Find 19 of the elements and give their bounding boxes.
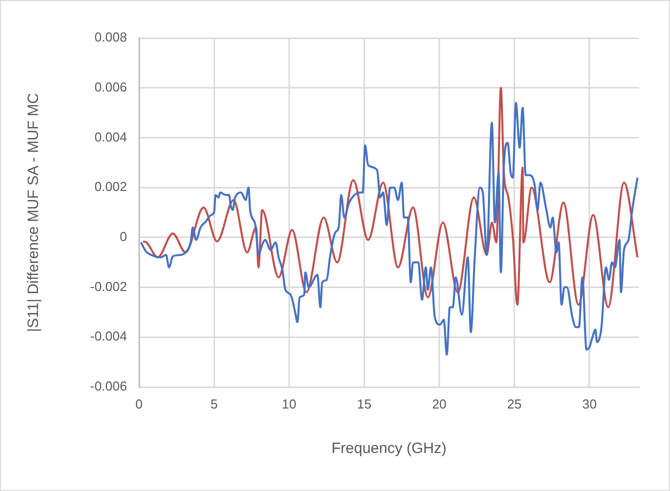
x-axis-title: Frequency (GHz) [331,440,447,458]
x-tick-label: 30 [582,396,597,412]
x-tick-label: 25 [507,396,522,412]
y-tick-label: -0.004 [90,328,127,344]
x-tick-label: 10 [282,396,296,412]
y-tick-label: -0.002 [90,278,127,294]
x-tick-label: 15 [356,396,372,412]
line-series [140,102,638,356]
y-axis-title: |S11| Difference MUF SA - MUF MC [25,92,42,332]
y-tick-label: 0 [120,229,127,244]
x-tick-label: 0 [135,396,143,412]
y-tick-label: 0.004 [94,129,127,144]
line-series [142,86,638,308]
y-tick-label: -0.006 [90,378,127,394]
x-tick-label: 5 [210,396,218,412]
y-tick-label: 0.002 [94,179,127,194]
x-tick-label: 20 [432,396,447,412]
y-tick-label: 0.008 [94,30,127,45]
y-tick-label: 0.006 [94,79,127,94]
